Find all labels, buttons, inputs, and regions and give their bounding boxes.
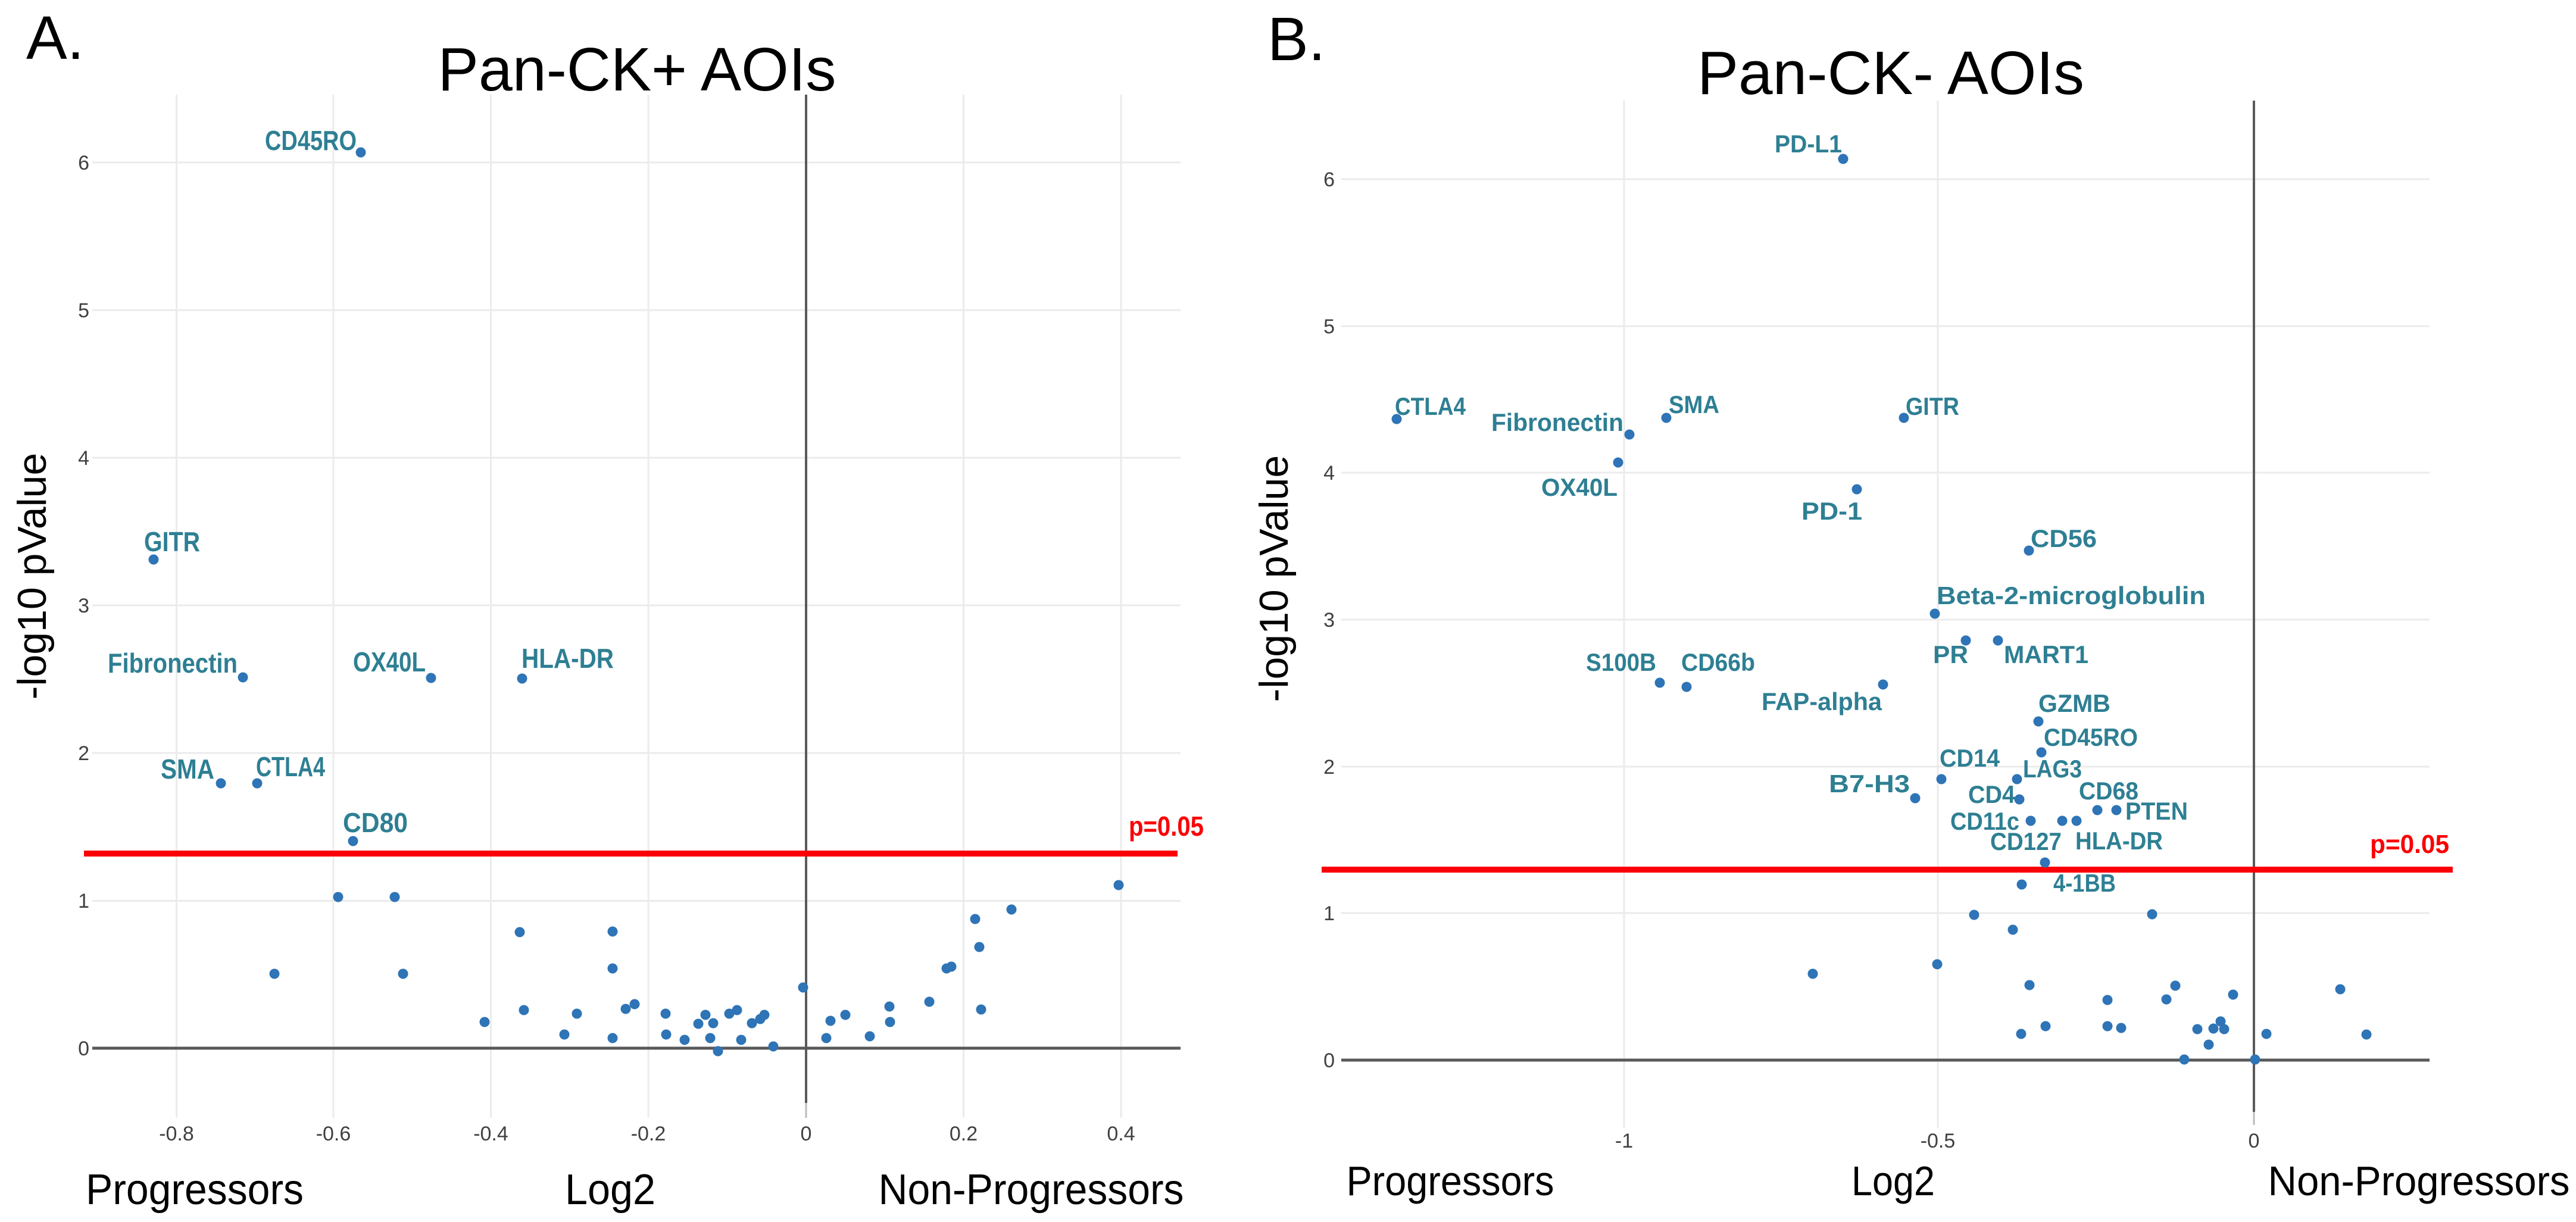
svg-text:OX40L: OX40L (1541, 473, 1618, 501)
svg-text:Progressors: Progressors (86, 1166, 304, 1214)
svg-text:p=0.05: p=0.05 (2370, 830, 2449, 859)
svg-text:0: 0 (1323, 1049, 1335, 1072)
svg-text:S100B: S100B (1586, 648, 1656, 676)
svg-text:-0.8: -0.8 (159, 1123, 194, 1145)
svg-text:4-1BB: 4-1BB (2053, 869, 2116, 897)
svg-text:5: 5 (1323, 315, 1335, 338)
svg-text:-log10 pValue: -log10 pValue (10, 453, 55, 700)
svg-text:4: 4 (78, 447, 89, 470)
svg-text:Beta-2-microglobulin: Beta-2-microglobulin (1937, 582, 2206, 610)
svg-text:GITR: GITR (1906, 392, 1959, 420)
svg-text:FAP-alpha: FAP-alpha (1762, 687, 1882, 715)
svg-text:1: 1 (1323, 902, 1335, 925)
svg-text:3: 3 (78, 595, 89, 617)
svg-text:Log2: Log2 (1851, 1158, 1935, 1204)
svg-text:HLA-DR: HLA-DR (2075, 827, 2163, 855)
svg-text:B.: B. (1267, 5, 1325, 73)
svg-text:-0.4: -0.4 (473, 1123, 508, 1145)
svg-text:Fibronectin: Fibronectin (1491, 408, 1623, 436)
svg-text:Pan-CK+ AOIs: Pan-CK+ AOIs (438, 35, 836, 104)
svg-text:0: 0 (78, 1037, 89, 1060)
svg-text:-log10 pValue: -log10 pValue (1251, 455, 1297, 702)
svg-text:PD-1: PD-1 (1801, 497, 1862, 525)
svg-text:CD45RO: CD45RO (265, 125, 357, 156)
svg-text:GZMB: GZMB (2038, 689, 2110, 717)
svg-text:SMA: SMA (161, 754, 214, 785)
svg-text:Non-Progressors: Non-Progressors (2268, 1158, 2570, 1204)
svg-text:OX40L: OX40L (353, 646, 426, 677)
svg-text:CD14: CD14 (1940, 744, 2000, 772)
svg-text:-0.5: -0.5 (1921, 1130, 1956, 1152)
svg-text:CD11c: CD11c (1950, 807, 2019, 835)
svg-text:GITR: GITR (144, 526, 200, 557)
svg-text:SMA: SMA (1669, 390, 1719, 418)
svg-text:CD80: CD80 (343, 807, 408, 838)
svg-text:HLA-DR: HLA-DR (522, 643, 614, 674)
svg-text:5: 5 (78, 299, 89, 322)
svg-text:0: 0 (2249, 1130, 2260, 1152)
svg-text:PTEN: PTEN (2125, 797, 2188, 825)
svg-text:1: 1 (78, 890, 89, 912)
svg-text:Pan-CK- AOIs: Pan-CK- AOIs (1697, 39, 2084, 107)
svg-text:Progressors: Progressors (1347, 1158, 1554, 1204)
svg-text:PD-L1: PD-L1 (1775, 130, 1842, 158)
svg-text:-0.6: -0.6 (316, 1123, 351, 1145)
svg-text:B7-H3: B7-H3 (1829, 770, 1910, 798)
svg-text:3: 3 (1323, 609, 1335, 632)
svg-text:CD45RO: CD45RO (2044, 723, 2138, 751)
svg-text:CD127: CD127 (1990, 827, 2062, 855)
svg-text:2: 2 (78, 742, 89, 765)
svg-text:0.2: 0.2 (950, 1123, 978, 1145)
svg-text:CTLA4: CTLA4 (1395, 392, 1466, 420)
svg-text:4: 4 (1323, 462, 1335, 485)
svg-text:-1: -1 (1615, 1130, 1633, 1152)
svg-text:6: 6 (1323, 168, 1335, 191)
svg-text:Non-Progressors: Non-Progressors (879, 1166, 1184, 1214)
svg-text:Log2: Log2 (565, 1166, 655, 1214)
svg-text:6: 6 (78, 152, 89, 174)
svg-text:0.4: 0.4 (1107, 1123, 1135, 1145)
svg-text:Fibronectin: Fibronectin (108, 648, 238, 679)
svg-text:2: 2 (1323, 756, 1335, 779)
svg-text:A.: A. (26, 4, 84, 72)
svg-text:0: 0 (801, 1123, 812, 1145)
svg-text:PR: PR (1933, 640, 1968, 668)
svg-text:MART1: MART1 (2004, 640, 2088, 668)
svg-text:CD66b: CD66b (1681, 648, 1755, 676)
svg-text:CD4: CD4 (1968, 780, 2016, 808)
svg-text:CD68: CD68 (2079, 777, 2138, 805)
svg-text:CD56: CD56 (2031, 524, 2097, 552)
svg-text:p=0.05: p=0.05 (1129, 811, 1204, 842)
svg-text:CTLA4: CTLA4 (256, 751, 325, 782)
svg-text:LAG3: LAG3 (2023, 755, 2082, 783)
svg-text:-0.2: -0.2 (631, 1123, 666, 1145)
